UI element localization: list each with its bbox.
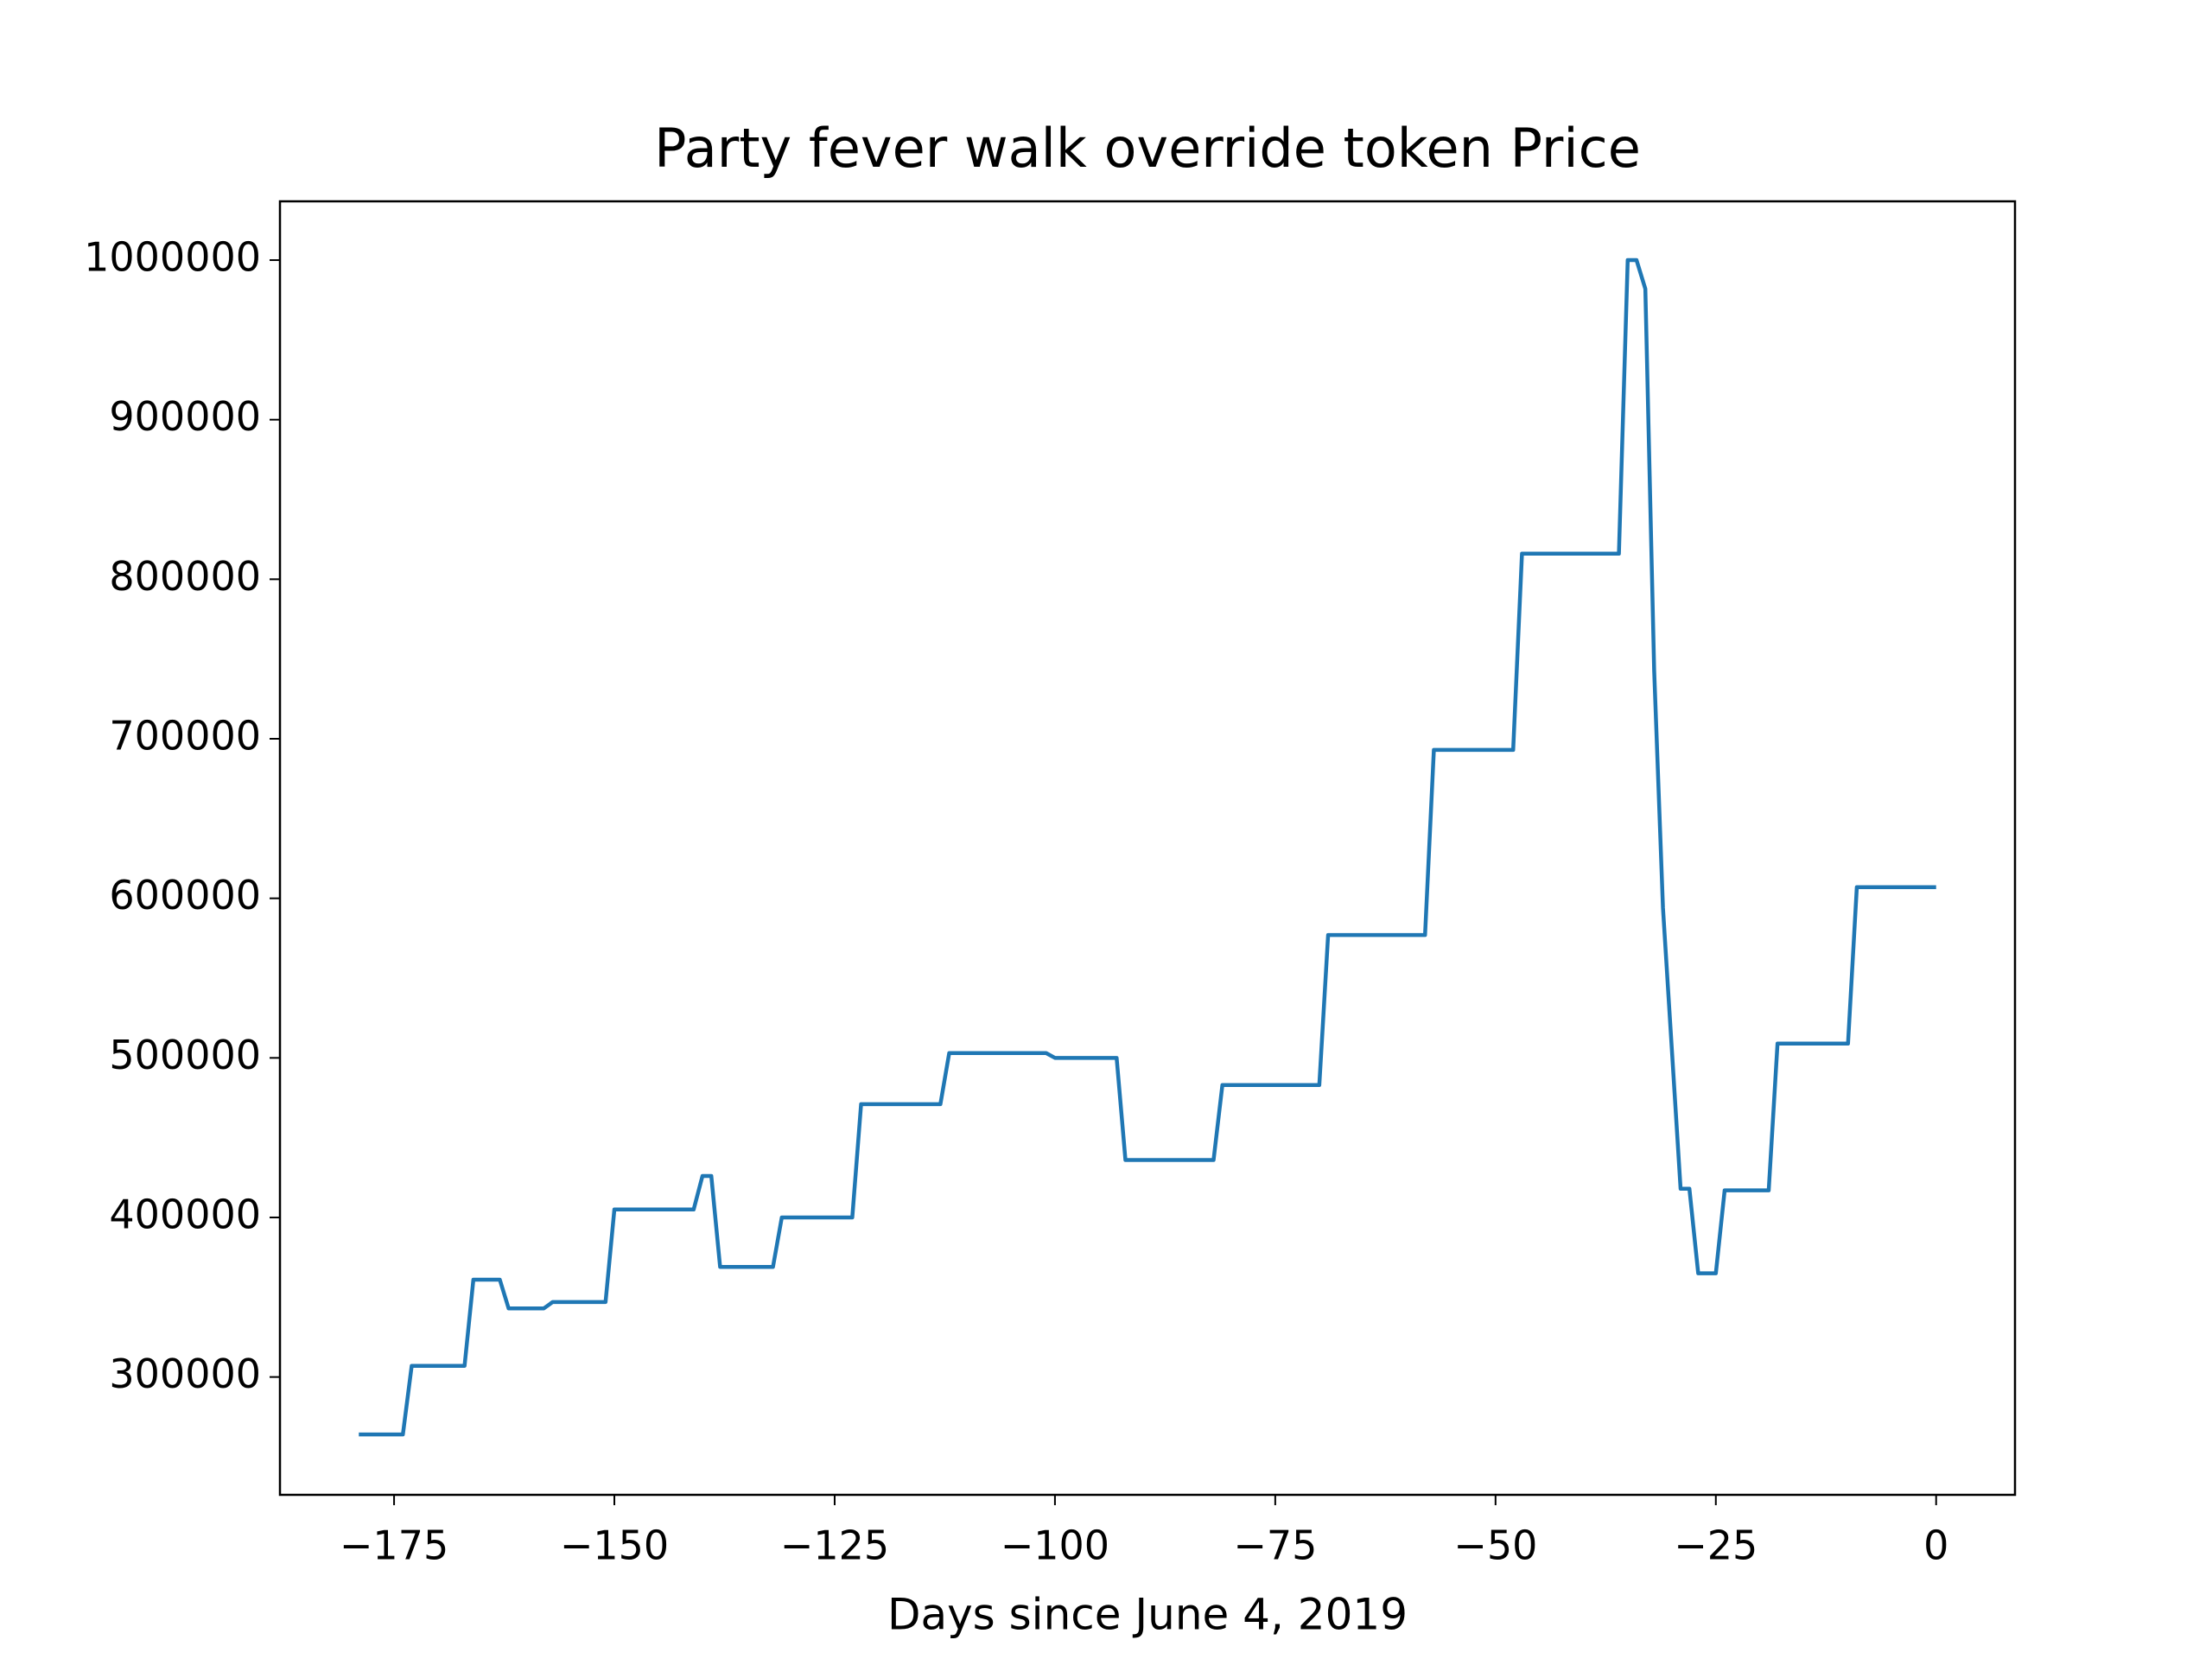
y-tick-label: 800000 bbox=[109, 553, 261, 600]
y-tick-label: 1000000 bbox=[84, 234, 261, 281]
x-tick-label: −75 bbox=[1233, 1522, 1317, 1569]
plot-frame bbox=[278, 200, 2017, 1497]
y-tick-label: 300000 bbox=[109, 1351, 261, 1397]
x-tick-label: −150 bbox=[560, 1522, 669, 1569]
x-tick-label: −125 bbox=[780, 1522, 889, 1569]
line-series bbox=[359, 257, 1936, 1437]
x-tick-label: −25 bbox=[1674, 1522, 1758, 1569]
chart-title: Party fever walk override token Price bbox=[654, 117, 1641, 180]
x-tick-label: 0 bbox=[1923, 1522, 1948, 1569]
x-tick-label: −175 bbox=[340, 1522, 448, 1569]
y-tick-label: 600000 bbox=[109, 872, 261, 918]
y-tick-label: 400000 bbox=[109, 1191, 261, 1237]
y-tick-label: 500000 bbox=[109, 1032, 261, 1078]
y-tick-label: 700000 bbox=[109, 713, 261, 760]
y-tick-label: 900000 bbox=[109, 393, 261, 440]
x-axis-label: Days since June 4, 2019 bbox=[887, 1590, 1408, 1640]
x-tick-label: −100 bbox=[1001, 1522, 1109, 1569]
x-tick-label: −50 bbox=[1453, 1522, 1537, 1569]
